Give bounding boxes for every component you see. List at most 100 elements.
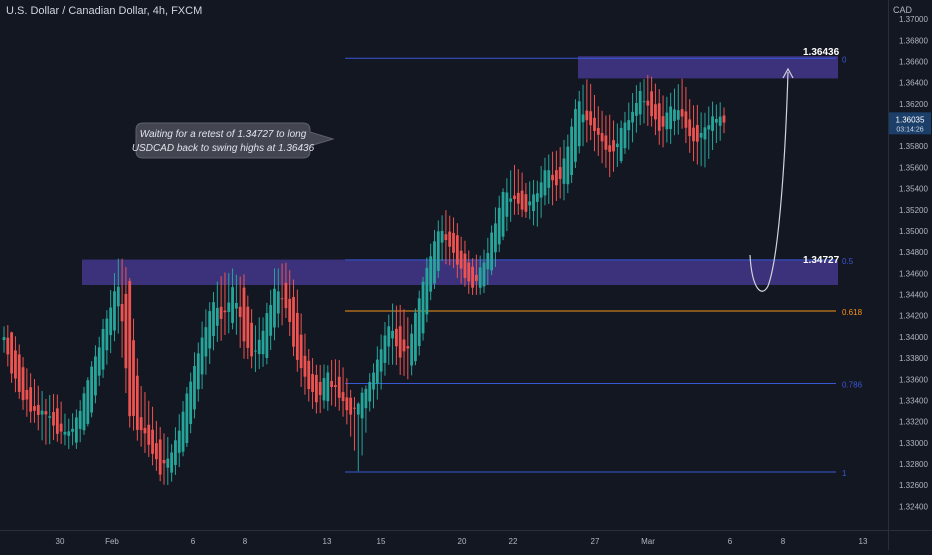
candle-body (516, 192, 520, 204)
candle-body (391, 330, 394, 339)
y-tick-label: 1.35000 (899, 227, 928, 236)
candle-body (318, 381, 322, 396)
candle-body (497, 207, 501, 245)
candle-body (455, 235, 459, 265)
candle-body (406, 346, 410, 349)
candle-body (665, 112, 669, 130)
candle-body (303, 355, 307, 377)
candle-body (543, 170, 547, 196)
candle-body (63, 431, 67, 435)
candle-body (113, 291, 116, 331)
candle-body (97, 347, 101, 376)
candle-body (528, 201, 532, 206)
candle-body (562, 158, 566, 184)
candle-body (280, 298, 284, 300)
candle-body (684, 111, 688, 128)
candle-body (25, 389, 29, 400)
candle-body (109, 307, 113, 336)
candle-body (623, 122, 627, 149)
x-tick-label: 15 (377, 537, 386, 546)
candle-body (448, 231, 452, 247)
y-tick-label: 1.34400 (899, 291, 928, 300)
x-tick-label: 22 (509, 537, 518, 546)
candle-body (40, 410, 44, 415)
candle-body (574, 109, 577, 162)
y-tick-label: 1.34600 (899, 269, 928, 278)
candle-body (474, 274, 478, 281)
candle-body (6, 337, 10, 355)
y-tick-label: 1.32400 (899, 502, 928, 511)
candle-body (581, 114, 585, 123)
x-tick-label: 27 (591, 537, 600, 546)
candle-body (692, 127, 695, 142)
candle-body (36, 404, 40, 415)
candle-body (276, 291, 280, 314)
candle-body (212, 302, 215, 337)
candle-body (147, 424, 151, 445)
candle-body (292, 296, 295, 347)
candle-body (44, 411, 48, 415)
callout-text-line2: USDCAD back to swing highs at 1.36436 (132, 143, 315, 154)
candle-body (33, 406, 36, 411)
candle-body (337, 376, 341, 398)
candle-body (273, 288, 276, 328)
candle-body (74, 417, 78, 443)
y-tick-label: 1.33000 (899, 439, 928, 448)
y-tick-label: 1.32800 (899, 460, 928, 469)
candle-body (204, 327, 208, 357)
candle-body (642, 101, 646, 103)
candle-body (501, 191, 505, 237)
candle-body (524, 194, 528, 212)
candle-body (215, 307, 219, 326)
y-tick-label: 1.33800 (899, 354, 928, 363)
retest-price-label: 1.34727 (803, 255, 840, 266)
candle-body (200, 337, 204, 375)
candle-body (589, 111, 593, 126)
callout-text-line1: Waiting for a retest of 1.34727 to long (140, 129, 307, 140)
candle-body (242, 287, 246, 342)
candle-body (139, 417, 143, 431)
candle-body (151, 429, 154, 454)
candle-body (494, 223, 497, 253)
candle-body (410, 333, 414, 366)
candle-body (166, 458, 170, 468)
candle-body (193, 366, 196, 410)
currency-label: CAD (892, 5, 912, 15)
candle-body (101, 328, 105, 370)
candle-body (566, 146, 570, 185)
candle-body (364, 388, 368, 409)
candle-body (429, 256, 433, 292)
candle-body (2, 337, 6, 341)
candle-body (551, 174, 554, 181)
candle-body (414, 312, 417, 362)
candle-body (231, 287, 234, 324)
y-tick-label: 1.35600 (899, 163, 928, 172)
candle-body (471, 266, 474, 288)
x-tick-label: Mar (641, 537, 655, 546)
candle-body (433, 241, 436, 284)
candle-body (608, 145, 612, 152)
candle-body (627, 120, 631, 131)
candle-body (596, 127, 600, 135)
candle-body (631, 111, 634, 123)
candle-body (295, 312, 299, 360)
candle-body (189, 381, 193, 424)
candle-body (284, 282, 288, 309)
candle-body (657, 103, 661, 131)
candle-body (135, 375, 139, 430)
candle-body (219, 306, 223, 319)
candle-body (673, 109, 676, 122)
candle-body (444, 234, 448, 241)
candle-body (170, 452, 174, 473)
upper-supply-zone (578, 56, 838, 79)
fib-levels-layer: 0 0.5 0.618 0.786 1 (345, 55, 863, 478)
candle-body (722, 115, 726, 123)
candle-body (234, 303, 238, 309)
candle-body (425, 267, 429, 315)
candle-body (398, 326, 402, 358)
candle-body (181, 411, 185, 452)
candle-body (509, 198, 513, 202)
candle-body (265, 313, 269, 358)
